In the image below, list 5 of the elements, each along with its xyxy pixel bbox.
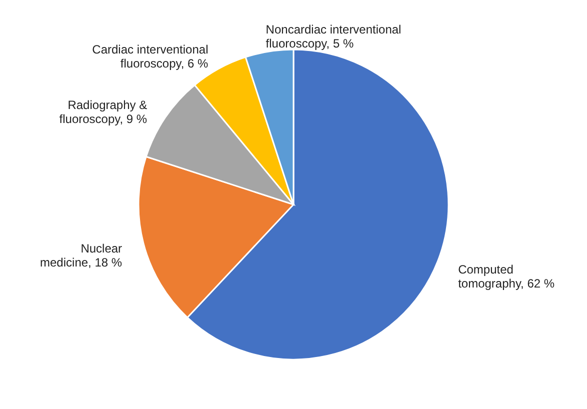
slice-label: Cardiac interventional fluoroscopy, 6 % xyxy=(92,42,209,70)
slice-label: Radiography & fluoroscopy, 9 % xyxy=(59,98,148,126)
slice-label: Computed tomography, 62 % xyxy=(458,262,555,291)
slice-label: Noncardiac interventional fluoroscopy, 5 % xyxy=(266,22,402,51)
slice-label: Nuclear medicine, 18 % xyxy=(40,242,122,270)
